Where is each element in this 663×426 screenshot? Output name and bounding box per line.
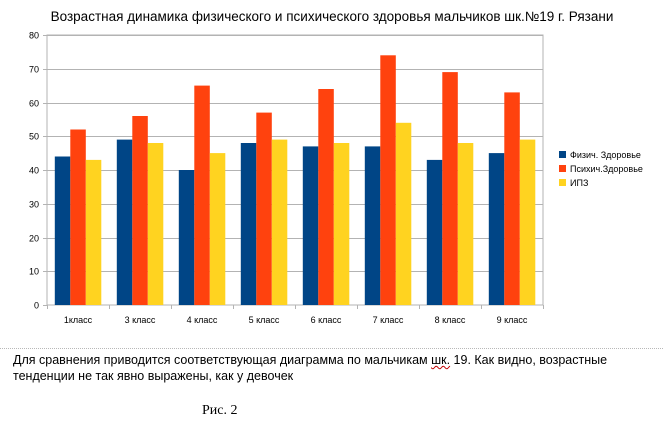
x-tick-label-1: 1класс <box>64 315 93 325</box>
y-tick-label-0: 0 <box>34 301 39 311</box>
bar-3-1 <box>85 159 102 305</box>
bar-2-6 <box>380 55 396 306</box>
caption-part2: 19. Как видно, возрастные тенденции не т… <box>13 353 608 383</box>
bar-2-2 <box>132 116 148 305</box>
y-tick-label-40: 40 <box>29 166 39 176</box>
bar-3-8 <box>519 139 536 305</box>
x-tick-label-2: 3 класс <box>125 315 156 325</box>
x-tick-label-5: 6 класс <box>311 315 342 325</box>
x-tick-label-8: 9 класс <box>497 315 528 325</box>
bar-3-4 <box>271 139 288 305</box>
bar-2-1 <box>70 129 86 305</box>
y-tick-label-20: 20 <box>29 234 39 244</box>
bar-1-7 <box>426 159 443 305</box>
caption-underlined: шк. <box>431 353 451 367</box>
legend-label-1: Физич. Здоровье <box>570 150 641 160</box>
x-tick-label-6: 7 класс <box>373 315 404 325</box>
caption-text: Для сравнения приводится соответствующая… <box>13 352 653 384</box>
y-tick-label-30: 30 <box>29 200 39 210</box>
bar-3-3 <box>209 153 226 305</box>
legend-label-2: Психич.Здоровье <box>570 164 643 174</box>
y-tick-label-60: 60 <box>29 99 39 109</box>
axes: 0 10 20 30 40 50 60 70 80 1класс 3 класс 4 класс 5 к… <box>29 31 544 325</box>
bar-1-1 <box>54 156 71 305</box>
bars <box>54 55 536 306</box>
legend: Физич. Здоровье Психич.Здоровье ИПЗ <box>559 150 643 188</box>
figure-label: Рис. 2 <box>202 403 238 418</box>
caption-part1: Для сравнения приводится соответствующая… <box>13 353 432 367</box>
y-tick-label-50: 50 <box>29 132 39 142</box>
chart-container: Возрастная динамика физического и психич… <box>29 9 643 325</box>
chart-title: Возрастная динамика физического и психич… <box>51 9 614 24</box>
y-tick-label-80: 80 <box>29 31 39 41</box>
bar-2-7 <box>442 72 458 305</box>
bar-2-8 <box>504 92 520 306</box>
y-tick-label-10: 10 <box>29 267 39 277</box>
legend-swatch-2 <box>559 165 566 172</box>
bar-chart: Возрастная динамика физического и психич… <box>29 9 643 325</box>
bar-1-4 <box>240 143 257 305</box>
legend-swatch-3 <box>559 179 566 186</box>
bar-2-4 <box>256 112 272 305</box>
bar-3-6 <box>395 122 412 306</box>
bar-1-8 <box>488 153 505 305</box>
bar-3-5 <box>333 143 350 305</box>
x-tick-label-7: 8 класс <box>435 315 466 325</box>
bar-3-2 <box>147 143 164 305</box>
legend-label-3: ИПЗ <box>570 178 588 188</box>
bar-1-6 <box>364 146 381 305</box>
bar-2-5 <box>318 89 334 305</box>
bar-3-7 <box>457 143 474 305</box>
legend-swatch-1 <box>559 151 566 158</box>
bar-1-3 <box>178 170 195 305</box>
y-tick-label-70: 70 <box>29 65 39 75</box>
x-tick-label-3: 4 класс <box>187 315 218 325</box>
bar-1-2 <box>116 139 133 305</box>
bar-2-3 <box>194 85 210 305</box>
bar-1-5 <box>302 146 319 305</box>
page-divider <box>0 348 663 349</box>
x-tick-label-4: 5 класс <box>249 315 280 325</box>
